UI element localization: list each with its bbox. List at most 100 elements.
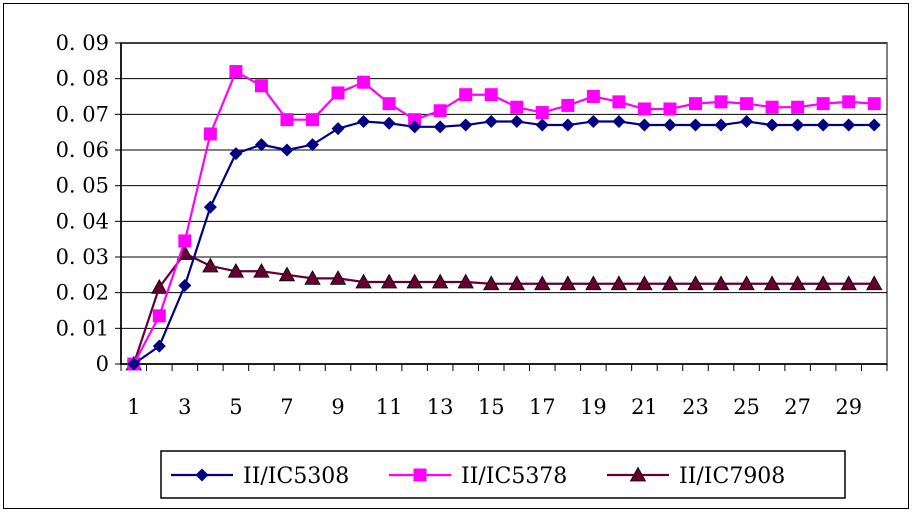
data-point — [203, 200, 217, 214]
data-point — [459, 118, 473, 132]
legend-item: II/IC5378 — [389, 464, 567, 489]
data-point — [178, 234, 192, 248]
y-tick-label: 0. 04 — [56, 209, 109, 233]
data-point — [791, 118, 805, 132]
x-tick-label: 21 — [631, 395, 658, 419]
legend-swatch-marker — [195, 468, 209, 482]
y-tick-label: 0. 05 — [56, 174, 109, 198]
legend-swatch-marker — [629, 466, 647, 482]
data-point — [561, 98, 575, 112]
data-point — [586, 114, 600, 128]
data-point — [535, 106, 549, 120]
y-tick-label: 0. 06 — [56, 138, 109, 162]
data-point — [484, 88, 498, 102]
x-tick-label: 3 — [178, 395, 191, 419]
x-tick-label: 1 — [127, 395, 140, 419]
data-point — [534, 275, 551, 291]
data-point — [408, 113, 422, 127]
data-point — [306, 138, 319, 152]
data-point — [663, 102, 677, 116]
x-tick-label: 11 — [376, 395, 403, 419]
data-point — [612, 114, 626, 128]
data-point — [765, 100, 779, 114]
x-tick-label: 23 — [682, 395, 709, 419]
data-point — [382, 97, 396, 111]
data-point — [202, 257, 219, 273]
data-point — [561, 118, 575, 132]
data-point — [457, 273, 474, 289]
y-tick-label: 0. 09 — [56, 31, 109, 55]
legend-label: II/IC5308 — [243, 464, 349, 489]
data-point — [408, 120, 422, 134]
data-point — [178, 279, 192, 293]
data-point — [254, 79, 268, 93]
data-point — [714, 118, 728, 132]
data-point — [382, 116, 396, 130]
data-point — [306, 113, 319, 127]
data-point — [433, 104, 447, 118]
data-point — [357, 75, 371, 89]
y-tick-label: 0. 08 — [56, 67, 109, 91]
y-tick-label: 0. 01 — [56, 316, 109, 340]
legend-item: II/IC5308 — [171, 464, 349, 489]
plot-area: 0 0. 01 0. 02 0. 03 0. 04 0. 05 0. 06 0. 07 0. 0… — [56, 31, 888, 419]
data-point — [510, 100, 524, 114]
y-tick-label: 0 — [96, 352, 109, 376]
data-point — [229, 147, 243, 161]
x-tick-label: 7 — [280, 395, 293, 419]
x-tick-label: 15 — [478, 395, 505, 419]
data-point — [151, 278, 168, 294]
gridlines — [121, 42, 887, 329]
x-axis-ticks: 1 3 5 7 9 11 13 15 17 19 21 23 25 27 29 — [120, 364, 888, 419]
legend-box — [160, 450, 846, 499]
data-point — [789, 275, 806, 291]
plot-border — [120, 42, 888, 365]
data-point — [483, 275, 500, 291]
data-point — [816, 118, 830, 132]
x-tick-label: 29 — [835, 395, 862, 419]
data-point — [585, 275, 602, 291]
data-point — [459, 88, 473, 102]
y-tick-label: 0. 07 — [56, 102, 109, 126]
data-point — [406, 273, 423, 289]
data-point — [842, 95, 856, 109]
data-point — [636, 275, 653, 291]
x-tick-label: 25 — [733, 395, 760, 419]
data-point — [740, 97, 754, 111]
data-point — [280, 143, 294, 157]
data-point — [610, 275, 628, 291]
data-point — [612, 95, 626, 109]
data-point — [586, 90, 600, 103]
data-point — [253, 262, 270, 278]
data-point — [842, 118, 856, 132]
data-point — [763, 275, 781, 291]
x-tick-label: 9 — [331, 395, 344, 419]
legend-swatch-marker — [413, 468, 427, 482]
data-point — [355, 273, 372, 289]
data-point — [508, 275, 525, 291]
data-point — [535, 118, 549, 132]
data-point — [254, 138, 268, 152]
data-point — [433, 120, 447, 134]
data-point — [740, 114, 754, 128]
data-point — [229, 65, 243, 79]
data-point — [203, 127, 217, 141]
data-point — [840, 275, 857, 291]
data-point — [867, 97, 881, 111]
data-point — [357, 114, 371, 128]
data-point — [637, 102, 651, 116]
series-layer — [125, 65, 883, 371]
data-point — [278, 266, 296, 282]
legend-label: II/IC5378 — [461, 464, 567, 489]
x-tick-label: 19 — [580, 395, 607, 419]
data-point — [152, 339, 166, 353]
data-point — [661, 275, 679, 291]
data-point — [331, 122, 345, 136]
data-point — [816, 97, 830, 111]
data-point — [431, 273, 449, 289]
data-point — [227, 262, 245, 278]
series-ii-ic5308 — [127, 114, 881, 371]
data-point — [152, 309, 166, 323]
data-point — [663, 118, 677, 132]
